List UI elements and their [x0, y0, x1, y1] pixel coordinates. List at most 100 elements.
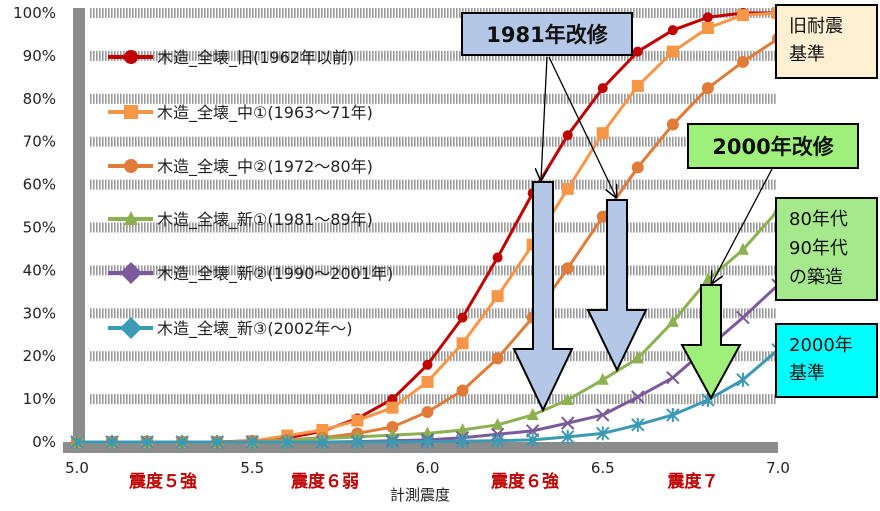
data-point	[736, 55, 749, 68]
data-point	[561, 392, 574, 405]
data-point	[386, 401, 399, 414]
x-tick-label: 5.5	[240, 459, 264, 477]
data-point	[420, 434, 435, 449]
y-tick-label: 20%	[23, 347, 56, 365]
data-point	[124, 211, 138, 225]
data-point	[456, 422, 469, 435]
x-tick-label: 5.0	[65, 459, 89, 477]
data-point	[422, 359, 433, 370]
legend-item: 木造_全壊_旧(1962年以前)	[108, 48, 354, 68]
data-point	[631, 417, 645, 432]
data-point	[666, 370, 680, 385]
data-point	[596, 372, 609, 385]
y-tick-label: 70%	[23, 133, 56, 151]
data-point	[421, 405, 434, 418]
data-point	[280, 435, 295, 449]
data-point	[385, 435, 400, 449]
data-point	[666, 45, 679, 58]
data-point	[70, 435, 84, 449]
annotation-text: 基準	[789, 44, 825, 65]
data-point	[456, 337, 469, 350]
data-point	[175, 435, 189, 449]
data-point	[124, 50, 138, 64]
data-point	[455, 434, 470, 449]
pointer-arrow	[541, 56, 547, 180]
x-axis-title: 計測震度	[390, 486, 450, 504]
pointer-arrow	[712, 168, 773, 283]
data-point	[666, 407, 680, 422]
data-point	[245, 435, 259, 449]
gridline-band	[90, 50, 776, 61]
data-point	[702, 12, 713, 23]
data-point	[421, 426, 434, 439]
x-axis-bar	[63, 442, 778, 453]
annotation-box-2000-standard	[775, 323, 878, 398]
gridline-band	[90, 222, 776, 233]
gridline-band	[90, 265, 776, 276]
y-tick-label: 60%	[23, 176, 56, 194]
data-point	[596, 127, 609, 140]
legend-item: 木造_全壊_新②(1990～2001年)	[108, 262, 393, 284]
data-point	[492, 252, 503, 263]
data-point	[597, 83, 608, 94]
data-point	[526, 407, 539, 420]
legend-label: 木造_全壊_新③(2002年～)	[157, 319, 353, 339]
pointer-arrow	[548, 56, 616, 197]
gridline-band	[90, 179, 776, 190]
data-point	[457, 312, 468, 323]
down-arrow-1981-a	[512, 181, 574, 413]
data-point	[631, 79, 644, 92]
gridline-band	[90, 8, 776, 18]
y-axis-bar	[73, 8, 85, 449]
data-point	[631, 390, 645, 404]
data-point	[386, 420, 399, 433]
legend-label: 木造_全壊_旧(1962年以前)	[157, 48, 354, 68]
data-point	[105, 435, 119, 449]
legend-label: 木造_全壊_新①(1981～89年)	[157, 210, 373, 230]
annotation-text: 基準	[789, 363, 825, 384]
annotation-box-80s-90s	[775, 197, 878, 301]
legend-label: 木造_全壊_中②(1972～80年)	[157, 157, 373, 177]
intensity-band-label: 震度７	[667, 471, 719, 492]
annotation-text: 2000年	[789, 335, 853, 356]
data-point	[560, 416, 575, 430]
data-point	[736, 372, 750, 387]
data-point	[667, 25, 678, 36]
intensity-band-label: 震度６強	[490, 471, 559, 492]
y-tick-label: 30%	[23, 304, 56, 322]
annotation-box-2000-retrofit	[687, 123, 859, 169]
legend-item: 木造_全壊_中②(1972～80年)	[108, 157, 373, 177]
data-point	[387, 394, 398, 405]
gridline-band	[90, 308, 776, 319]
annotation-text: 旧耐震	[789, 16, 843, 37]
data-point	[736, 310, 750, 325]
data-point	[491, 290, 504, 303]
data-point	[561, 182, 574, 195]
down-arrow-2000	[680, 284, 742, 401]
data-point	[525, 432, 540, 447]
data-point	[596, 210, 609, 223]
data-point	[140, 435, 154, 449]
legend-label: 木造_全壊_新②(1990～2001年)	[157, 264, 393, 284]
legend-item: 木造_全壊_新③(2002年～)	[108, 317, 353, 339]
data-point	[666, 118, 679, 131]
series-6	[70, 342, 785, 449]
data-point	[631, 161, 644, 174]
y-tick-label: 0%	[32, 433, 56, 451]
annotation-box-1981-retrofit	[461, 12, 633, 56]
data-point	[666, 314, 679, 327]
data-point	[315, 435, 330, 449]
data-point	[701, 82, 714, 95]
data-point	[456, 384, 469, 397]
x-tick-label: 6.5	[591, 459, 615, 477]
data-point	[736, 9, 749, 22]
annotation-title: 2000年改修	[712, 135, 834, 159]
data-point	[562, 130, 573, 141]
data-point	[490, 433, 505, 448]
data-point	[736, 242, 749, 255]
data-point	[351, 414, 364, 427]
y-tick-label: 50%	[23, 219, 56, 237]
gridline-band	[90, 93, 776, 104]
annotation-box-old-standard	[775, 4, 878, 79]
